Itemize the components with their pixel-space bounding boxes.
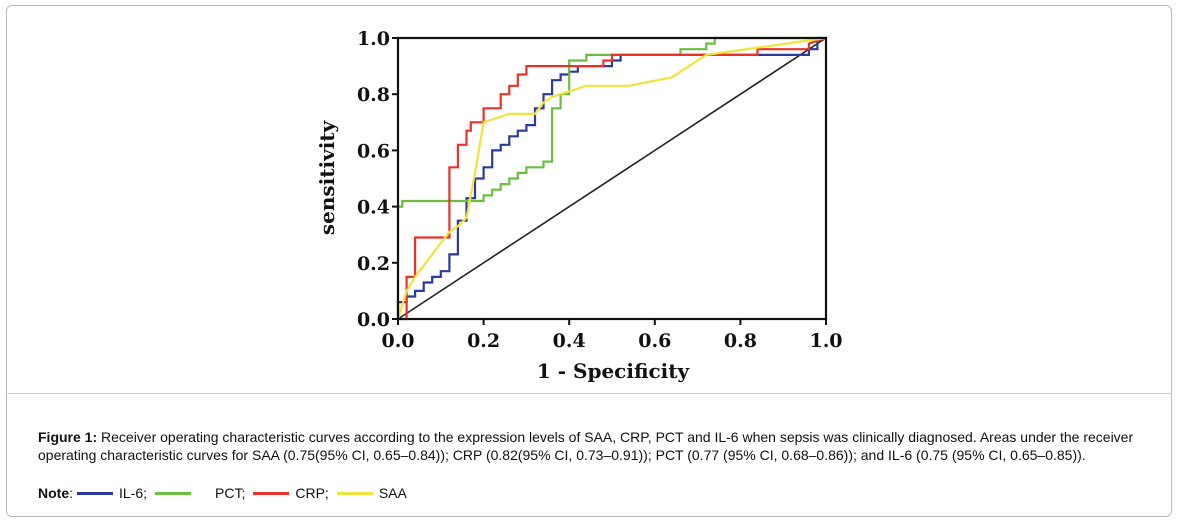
legend-swatch-il6 [77,491,114,495]
x-tick-label: 0.2 [467,330,500,352]
y-tick-label: 0.4 [357,197,390,219]
x-tick-label: 0.4 [553,330,586,352]
legend-item-saa: SAA [333,485,407,501]
plot-frame [396,36,828,321]
x-tick-label: 1.0 [809,330,842,352]
x-tick-label: 0.0 [381,330,414,352]
series-line-il6 [396,36,826,319]
plot-area [396,36,828,321]
series-line-saa [396,36,827,320]
series-line-pct [396,36,826,319]
y-tick-label: 0.2 [357,253,390,275]
legend-label-pct: PCT; [215,485,246,501]
reference-diagonal-line [397,37,827,320]
axis-ticks: 0.00.0 0.2 0.2 0.4 0.4 0.6 0.6 0.8 0.8 1.0 1.0 [357,28,843,352]
legend-label-crp: CRP; [295,485,329,501]
figure-panel [6,5,1172,394]
legend-swatch-crp [253,491,290,495]
legend-note: Note: IL-6; PCT; CRP; SAA [38,485,411,501]
x-tick-label: 0.6 [638,330,671,352]
note-label: Note [38,485,70,501]
figure-frame [6,5,1172,517]
figure-caption: Figure 1: Receiver operating characteris… [38,428,1158,464]
legend-swatch-pct [155,491,192,495]
y-tick-label: 0.0 [357,309,390,331]
roc-chart: 0.00.0 0.2 0.2 0.4 0.4 0.6 0.6 0.8 0.8 1.0 1.0 1 -… [315,28,843,383]
legend-label-saa: SAA [378,485,407,501]
note-separator: : [69,485,74,501]
caption-label: Figure 1: [38,429,98,445]
y-tick-label: 0.6 [357,140,390,162]
legend-label-il6: IL-6; [119,485,148,501]
legend-item-crp: CRP; [249,485,329,501]
legend-item-pct: PCT; [151,485,245,501]
series-line-crp [398,36,827,321]
x-tick-label: 0.8 [724,330,757,352]
y-tick-label: 0.8 [357,84,390,106]
y-tick-label: 1.0 [357,28,390,50]
caption-text: Receiver operating characteristic curves… [38,429,1134,463]
y-axis-title: sensitivity [315,119,339,235]
legend-item-il6: IL-6; [73,485,147,501]
x-axis-title: 1 - Specificity [537,359,691,383]
legend-swatch-saa [336,491,373,495]
